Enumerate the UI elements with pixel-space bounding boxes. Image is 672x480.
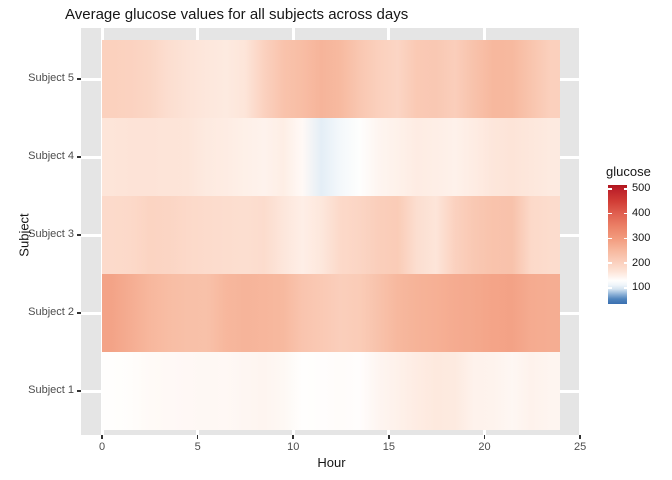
x-tick-mark	[388, 435, 390, 439]
legend-tick-label: 500	[632, 182, 651, 195]
plot-panel	[81, 28, 582, 435]
y-tick-mark	[77, 312, 81, 314]
y-tick-mark	[77, 234, 81, 236]
y-tick-label: Subject 1	[28, 384, 74, 396]
y-tick-label: Subject 4	[28, 150, 74, 162]
y-tick-mark	[77, 156, 81, 158]
x-axis-title: Hour	[317, 455, 346, 470]
legend-tick-mark	[623, 237, 627, 240]
y-tick-label: Subject 5	[28, 72, 74, 84]
heatmap-row-subject-5	[102, 40, 560, 118]
heatmap-row-subject-3	[102, 196, 560, 274]
y-tick-label: Subject 3	[28, 228, 74, 240]
legend-tick-mark	[623, 262, 627, 264]
legend-colorbar	[608, 185, 627, 304]
legend-tick-mark	[623, 287, 627, 289]
y-axis-title: Subject	[16, 213, 32, 257]
x-tick-label: 5	[194, 441, 201, 453]
legend-tick-label: 100	[632, 281, 651, 294]
legend-tick-mark	[608, 287, 612, 289]
x-tick-label: 10	[287, 441, 300, 453]
heatmap-row-subject-1	[102, 352, 560, 430]
x-tick-label: 20	[478, 441, 491, 453]
chart-title: Average glucose values for all subjects …	[65, 6, 409, 23]
x-tick-mark	[196, 435, 199, 439]
legend-tick-mark	[623, 188, 627, 190]
heatmap-row-subject-2	[102, 274, 560, 352]
legend-tick-label: 300	[632, 231, 651, 244]
x-gridline	[578, 28, 582, 435]
x-tick-label: 15	[382, 441, 395, 453]
legend-tick-mark	[608, 188, 612, 190]
legend-title: glucose	[606, 164, 651, 179]
legend-tick-label: 400	[632, 207, 651, 220]
x-tick-label: 0	[98, 441, 106, 453]
x-tick-label: 25	[573, 441, 587, 453]
x-tick-mark	[579, 435, 581, 439]
heatmap-row-subject-4	[102, 118, 560, 196]
legend-tick-mark	[608, 237, 612, 240]
x-tick-mark	[292, 435, 295, 439]
y-tick-label: Subject 2	[28, 306, 74, 318]
legend-tick-label: 200	[632, 256, 651, 269]
y-tick-mark	[77, 78, 81, 80]
x-tick-mark	[101, 435, 103, 439]
y-tick-mark	[77, 390, 81, 392]
legend-tick-mark	[608, 262, 612, 264]
legend-tick-mark	[608, 212, 612, 215]
x-tick-mark	[483, 435, 486, 439]
legend-tick-mark	[623, 212, 627, 215]
